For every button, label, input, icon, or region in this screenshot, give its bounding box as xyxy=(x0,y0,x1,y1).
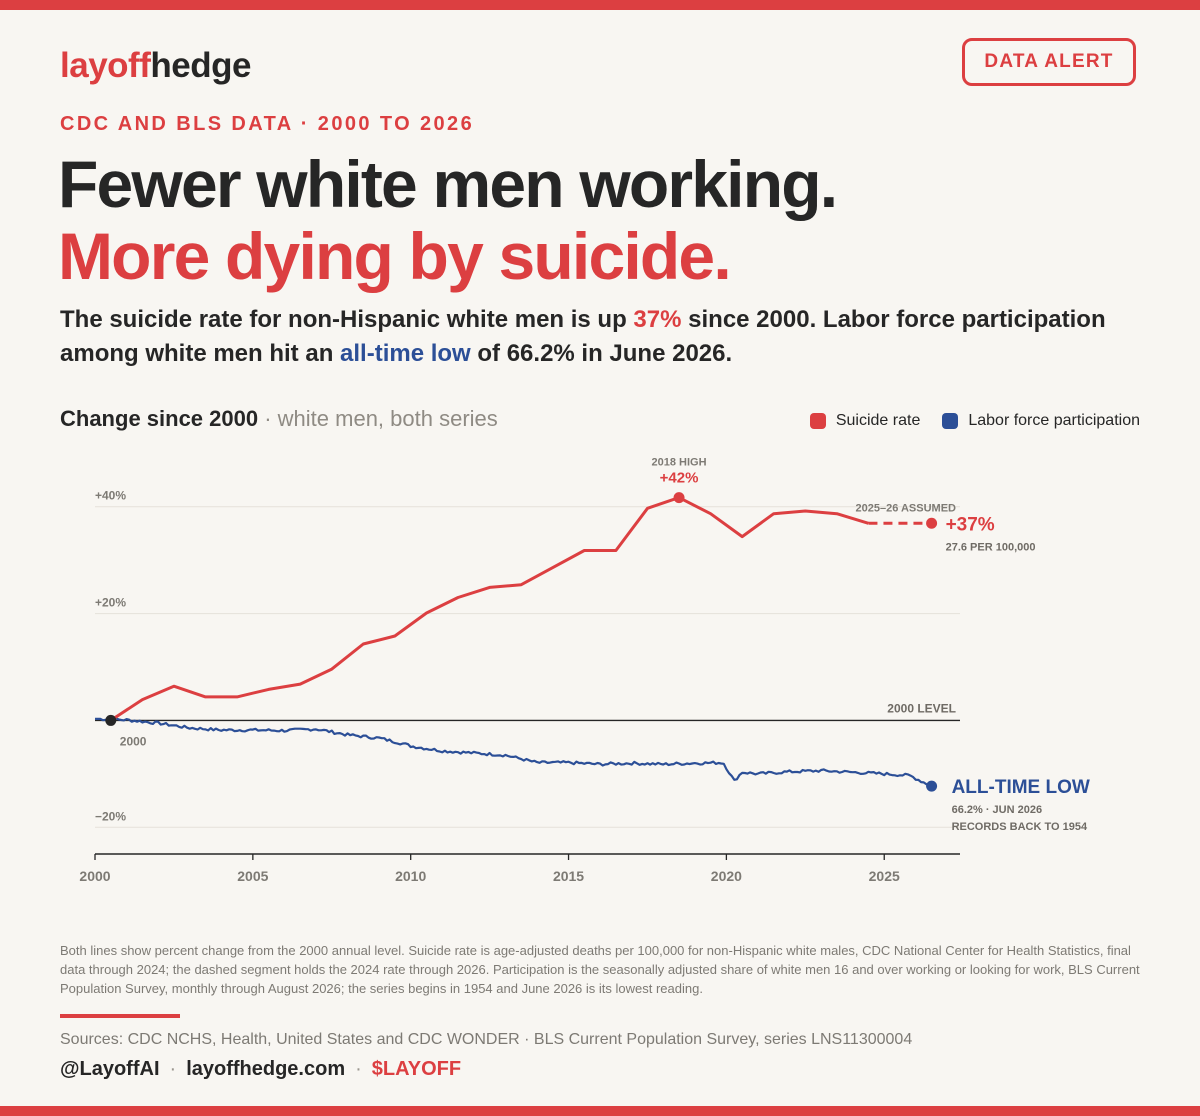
x-tick-label: 2025 xyxy=(869,868,900,884)
baseline-label: 2000 LEVEL xyxy=(887,701,956,715)
website-link[interactable]: layoffhedge.com xyxy=(186,1058,346,1080)
x-tick-label: 2005 xyxy=(237,868,268,884)
start-point-2000 xyxy=(105,714,117,726)
chart-legend: Suicide rate Labor force participation xyxy=(788,412,1140,430)
methodology-note: Both lines show percent change from the … xyxy=(60,943,1140,996)
data-alert-badge[interactable]: DATA ALERT xyxy=(962,38,1136,86)
sources-line: Sources: CDC NCHS, Health, United States… xyxy=(60,1031,913,1048)
summary-highlight-low: all-time low xyxy=(340,340,471,367)
peak-value: +42% xyxy=(660,470,699,487)
bottom-accent-bar xyxy=(0,1106,1200,1116)
line-chart: +40% +20% −20% 2000 LEVEL 2000 2005 2010 2015 20… xyxy=(79,457,1090,884)
kicker: CDC AND BLS DATA · 2000 TO 2026 xyxy=(60,113,475,135)
y-tick-label: +20% xyxy=(95,596,126,610)
legend-label-suicide: Suicide rate xyxy=(835,412,921,429)
logo-part-layoff: layoff xyxy=(60,46,151,85)
ticker-symbol[interactable]: $LAYOFF xyxy=(371,1058,462,1080)
legend-item-participation: Labor force participation xyxy=(942,412,1140,430)
social-line: @LayoffAI · layoffhedge.com · $LAYOFF xyxy=(60,1058,461,1081)
end-value-sub: 27.6 PER 100,000 xyxy=(946,541,1036,553)
summary-text-3: of 66.2% in June 2026. xyxy=(470,340,733,367)
summary-text-2: since 2000. Labor force participation am… xyxy=(60,306,1106,367)
headline-line-2: More dying by suicide. xyxy=(58,219,732,293)
all-time-low-sub1: 66.2% · JUN 2026 xyxy=(952,804,1043,816)
x-tick-label: 2015 xyxy=(553,868,584,884)
summary-text-1: The suicide rate for non-Hispanic white … xyxy=(60,306,634,333)
x-tick-label: 2020 xyxy=(711,868,742,884)
brand-logo[interactable]: layoffhedge xyxy=(60,46,251,86)
top-accent-bar xyxy=(0,0,1200,10)
suicide-rate-line xyxy=(109,496,869,722)
headline-line-1: Fewer white men working. xyxy=(58,147,838,221)
twitter-handle[interactable]: @LayoffAI xyxy=(60,1058,160,1080)
x-tick-label: 2000 xyxy=(79,868,110,884)
legend-item-suicide: Suicide rate xyxy=(809,412,921,430)
y-tick-label: +40% xyxy=(95,489,126,503)
logo-part-hedge: hedge xyxy=(150,46,251,85)
suicide-peak-point xyxy=(673,492,685,504)
footer-rule xyxy=(60,1014,180,1018)
peak-label: 2018 HIGH xyxy=(652,457,707,469)
participation-line xyxy=(94,717,932,788)
legend-swatch-blue xyxy=(942,413,959,429)
chart-title: Change since 2000 · white men, both seri… xyxy=(60,406,498,432)
suicide-end-point xyxy=(926,517,938,529)
legend-swatch-red xyxy=(809,413,826,429)
chart-subtitle: · white men, both series xyxy=(258,406,498,431)
end-value-label: +37% xyxy=(946,514,995,535)
start-label: 2000 xyxy=(120,734,147,748)
legend-label-participation: Labor force participation xyxy=(968,412,1140,429)
separator: · xyxy=(355,1058,362,1080)
summary-paragraph: The suicide rate for non-Hispanic white … xyxy=(60,303,1140,371)
summary-highlight-37: 37% xyxy=(633,306,682,333)
assumed-label: 2025–26 ASSUMED xyxy=(856,502,957,514)
all-time-low-label: ALL-TIME LOW xyxy=(952,777,1090,798)
x-tick-label: 2010 xyxy=(395,868,426,884)
all-time-low-sub2: RECORDS BACK TO 1954 xyxy=(952,821,1088,833)
y-tick-label: −20% xyxy=(95,809,126,823)
separator: · xyxy=(169,1058,177,1080)
chart-title-main: Change since 2000 xyxy=(60,406,259,431)
participation-end-point xyxy=(926,780,938,792)
